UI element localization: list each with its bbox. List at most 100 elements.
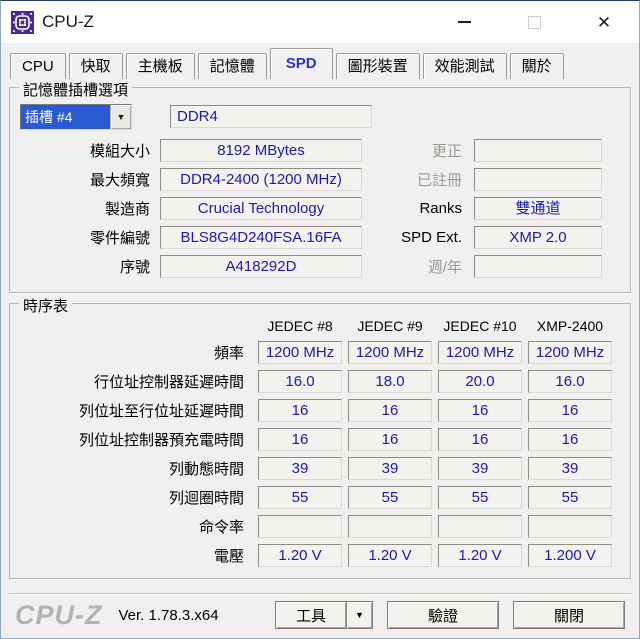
timing-cell bbox=[528, 515, 612, 538]
module-size-field: 8192 MBytes bbox=[160, 139, 362, 162]
maximize-icon bbox=[527, 15, 541, 29]
tab-cache[interactable]: 快取 bbox=[68, 53, 123, 79]
timing-cell: 16 bbox=[438, 428, 522, 451]
close-icon: ✕ bbox=[596, 12, 612, 32]
cas-latency-label: 行位址控制器延遲時間 bbox=[93, 374, 244, 391]
timing-cell: 16.0 bbox=[258, 370, 342, 393]
timing-cell: 16 bbox=[258, 428, 342, 451]
maximize-button[interactable] bbox=[499, 1, 569, 43]
timing-cell: 39 bbox=[528, 457, 612, 480]
timing-row-ras-precharge: 列位址控制器預充電時間 16 16 16 16 bbox=[20, 428, 630, 451]
timing-cell bbox=[438, 515, 522, 538]
max-bandwidth-row: 最大頻寬 DDR4-2400 (1200 MHz) 已註冊 bbox=[20, 165, 630, 194]
close-app-button[interactable]: 關閉 bbox=[513, 601, 625, 629]
frequency-label: 頻率 bbox=[213, 345, 244, 362]
minimize-button[interactable] bbox=[429, 1, 499, 43]
timing-row-trc: 列迴圈時間 55 55 55 55 bbox=[20, 486, 630, 509]
timing-cell: 1.200 V bbox=[528, 544, 612, 567]
timing-cell: 1200 MHz bbox=[348, 341, 432, 364]
timing-row-voltage: 電壓 1.20 V 1.20 V 1.20 V 1.200 V bbox=[20, 544, 630, 567]
cpuz-logo: CPU-Z bbox=[15, 599, 103, 630]
week-year-field bbox=[474, 255, 602, 278]
timing-cell: 1200 MHz bbox=[528, 341, 612, 364]
timing-cell: 1.20 V bbox=[258, 544, 342, 567]
ranks-field: 雙通道 bbox=[474, 197, 602, 220]
timings-header-row: JEDEC #8 JEDEC #9 JEDEC #10 XMP-2400 bbox=[20, 318, 630, 334]
timing-cell: 16 bbox=[528, 428, 612, 451]
tools-split-button: 工具 ▼ bbox=[275, 601, 373, 629]
timing-cell bbox=[258, 515, 342, 538]
timing-cell: 16 bbox=[528, 399, 612, 422]
chevron-down-icon[interactable]: ▼ bbox=[110, 105, 131, 129]
max-bandwidth-label: 最大頻寬 bbox=[89, 172, 150, 189]
timing-cell: 1200 MHz bbox=[438, 341, 522, 364]
column-header-jedec8: JEDEC #8 bbox=[267, 318, 333, 334]
tras-label: 列動態時間 bbox=[168, 461, 244, 478]
timing-cell: 16.0 bbox=[528, 370, 612, 393]
slot-select-dropdown[interactable]: 插槽 #4 ▼ bbox=[20, 104, 132, 130]
timing-cell: 16 bbox=[438, 399, 522, 422]
tab-about[interactable]: 關於 bbox=[509, 53, 564, 79]
memory-slot-group-title: 記憶體插槽選項 bbox=[19, 79, 133, 100]
timings-groupbox: 時序表 JEDEC #8 JEDEC #9 JEDEC #10 XMP-2400… bbox=[9, 295, 631, 579]
tab-graphics[interactable]: 圖形裝置 bbox=[335, 53, 420, 79]
tab-bench[interactable]: 效能測試 bbox=[422, 53, 507, 79]
timing-cell: 55 bbox=[438, 486, 522, 509]
column-header-jedec10: JEDEC #10 bbox=[443, 318, 517, 334]
cpu-z-app-icon bbox=[11, 10, 34, 34]
timing-cell: 55 bbox=[528, 486, 612, 509]
part-number-label: 零件編號 bbox=[89, 230, 150, 247]
tab-cpu[interactable]: CPU bbox=[10, 53, 66, 79]
timing-cell: 39 bbox=[258, 457, 342, 480]
registered-label: 已註冊 bbox=[416, 172, 462, 189]
voltage-label: 電壓 bbox=[213, 548, 244, 565]
spd-page: 記憶體插槽選項 插槽 #4 ▼ DDR4 模組大小 8192 MBytes 更正… bbox=[1, 79, 639, 579]
timing-row-ras-to-cas: 列位址至行位址延遲時間 16 16 16 16 bbox=[20, 399, 630, 422]
tools-dropdown-arrow-icon[interactable]: ▼ bbox=[346, 601, 373, 629]
command-rate-label: 命令率 bbox=[198, 519, 244, 536]
manufacturer-label: 製造商 bbox=[104, 201, 150, 218]
column-header-xmp2400: XMP-2400 bbox=[536, 318, 604, 334]
slot-select-value: 插槽 #4 bbox=[21, 105, 110, 129]
timing-row-tras: 列動態時間 39 39 39 39 bbox=[20, 457, 630, 480]
ras-to-cas-label: 列位址至行位址延遲時間 bbox=[78, 403, 244, 420]
timing-cell: 55 bbox=[258, 486, 342, 509]
timing-cell: 16 bbox=[348, 428, 432, 451]
tab-mainboard[interactable]: 主機板 bbox=[125, 53, 195, 79]
timing-cell: 1.20 V bbox=[348, 544, 432, 567]
week-year-label: 週/年 bbox=[427, 259, 462, 276]
manufacturer-field: Crucial Technology bbox=[160, 197, 362, 220]
timing-row-command-rate: 命令率 bbox=[20, 515, 630, 538]
correction-field bbox=[474, 139, 602, 162]
correction-label: 更正 bbox=[431, 143, 462, 160]
timing-cell: 16 bbox=[348, 399, 432, 422]
tools-button[interactable]: 工具 bbox=[275, 601, 347, 629]
validate-button[interactable]: 驗證 bbox=[387, 601, 499, 629]
serial-number-label: 序號 bbox=[119, 259, 150, 276]
column-header-jedec9: JEDEC #9 bbox=[357, 318, 423, 334]
module-size-label: 模組大小 bbox=[89, 143, 150, 160]
timing-row-cas-latency: 行位址控制器延遲時間 16.0 18.0 20.0 16.0 bbox=[20, 370, 630, 393]
minimize-icon bbox=[457, 21, 471, 23]
timing-cell: 39 bbox=[438, 457, 522, 480]
timing-row-frequency: 頻率 1200 MHz 1200 MHz 1200 MHz 1200 MHz bbox=[20, 341, 630, 364]
tab-spd[interactable]: SPD bbox=[269, 48, 333, 79]
window-controls: ✕ bbox=[429, 1, 639, 43]
footer-bar: CPU-Z Ver. 1.78.3.x64 工具 ▼ 驗證 關閉 bbox=[1, 594, 639, 636]
tab-memory[interactable]: 記憶體 bbox=[197, 53, 267, 79]
close-button[interactable]: ✕ bbox=[569, 1, 639, 43]
title-bar: CPU-Z ✕ bbox=[1, 1, 639, 43]
window-title: CPU-Z bbox=[42, 12, 94, 31]
timings-group-title: 時序表 bbox=[19, 295, 73, 316]
timing-cell: 1.20 V bbox=[438, 544, 522, 567]
part-number-row: 零件編號 BLS8G4D240FSA.16FA SPD Ext. XMP 2.0 bbox=[20, 223, 630, 252]
footer-separator bbox=[9, 593, 631, 594]
timing-cell: 20.0 bbox=[438, 370, 522, 393]
slot-select-row: 插槽 #4 ▼ DDR4 bbox=[20, 104, 630, 136]
serial-number-field: A418292D bbox=[160, 255, 362, 278]
manufacturer-row: 製造商 Crucial Technology Ranks 雙通道 bbox=[20, 194, 630, 223]
tab-bar: CPU 快取 主機板 記憶體 SPD 圖形裝置 效能測試 關於 bbox=[1, 43, 639, 79]
timing-cell: 55 bbox=[348, 486, 432, 509]
timing-cell: 39 bbox=[348, 457, 432, 480]
part-number-field: BLS8G4D240FSA.16FA bbox=[160, 226, 362, 249]
